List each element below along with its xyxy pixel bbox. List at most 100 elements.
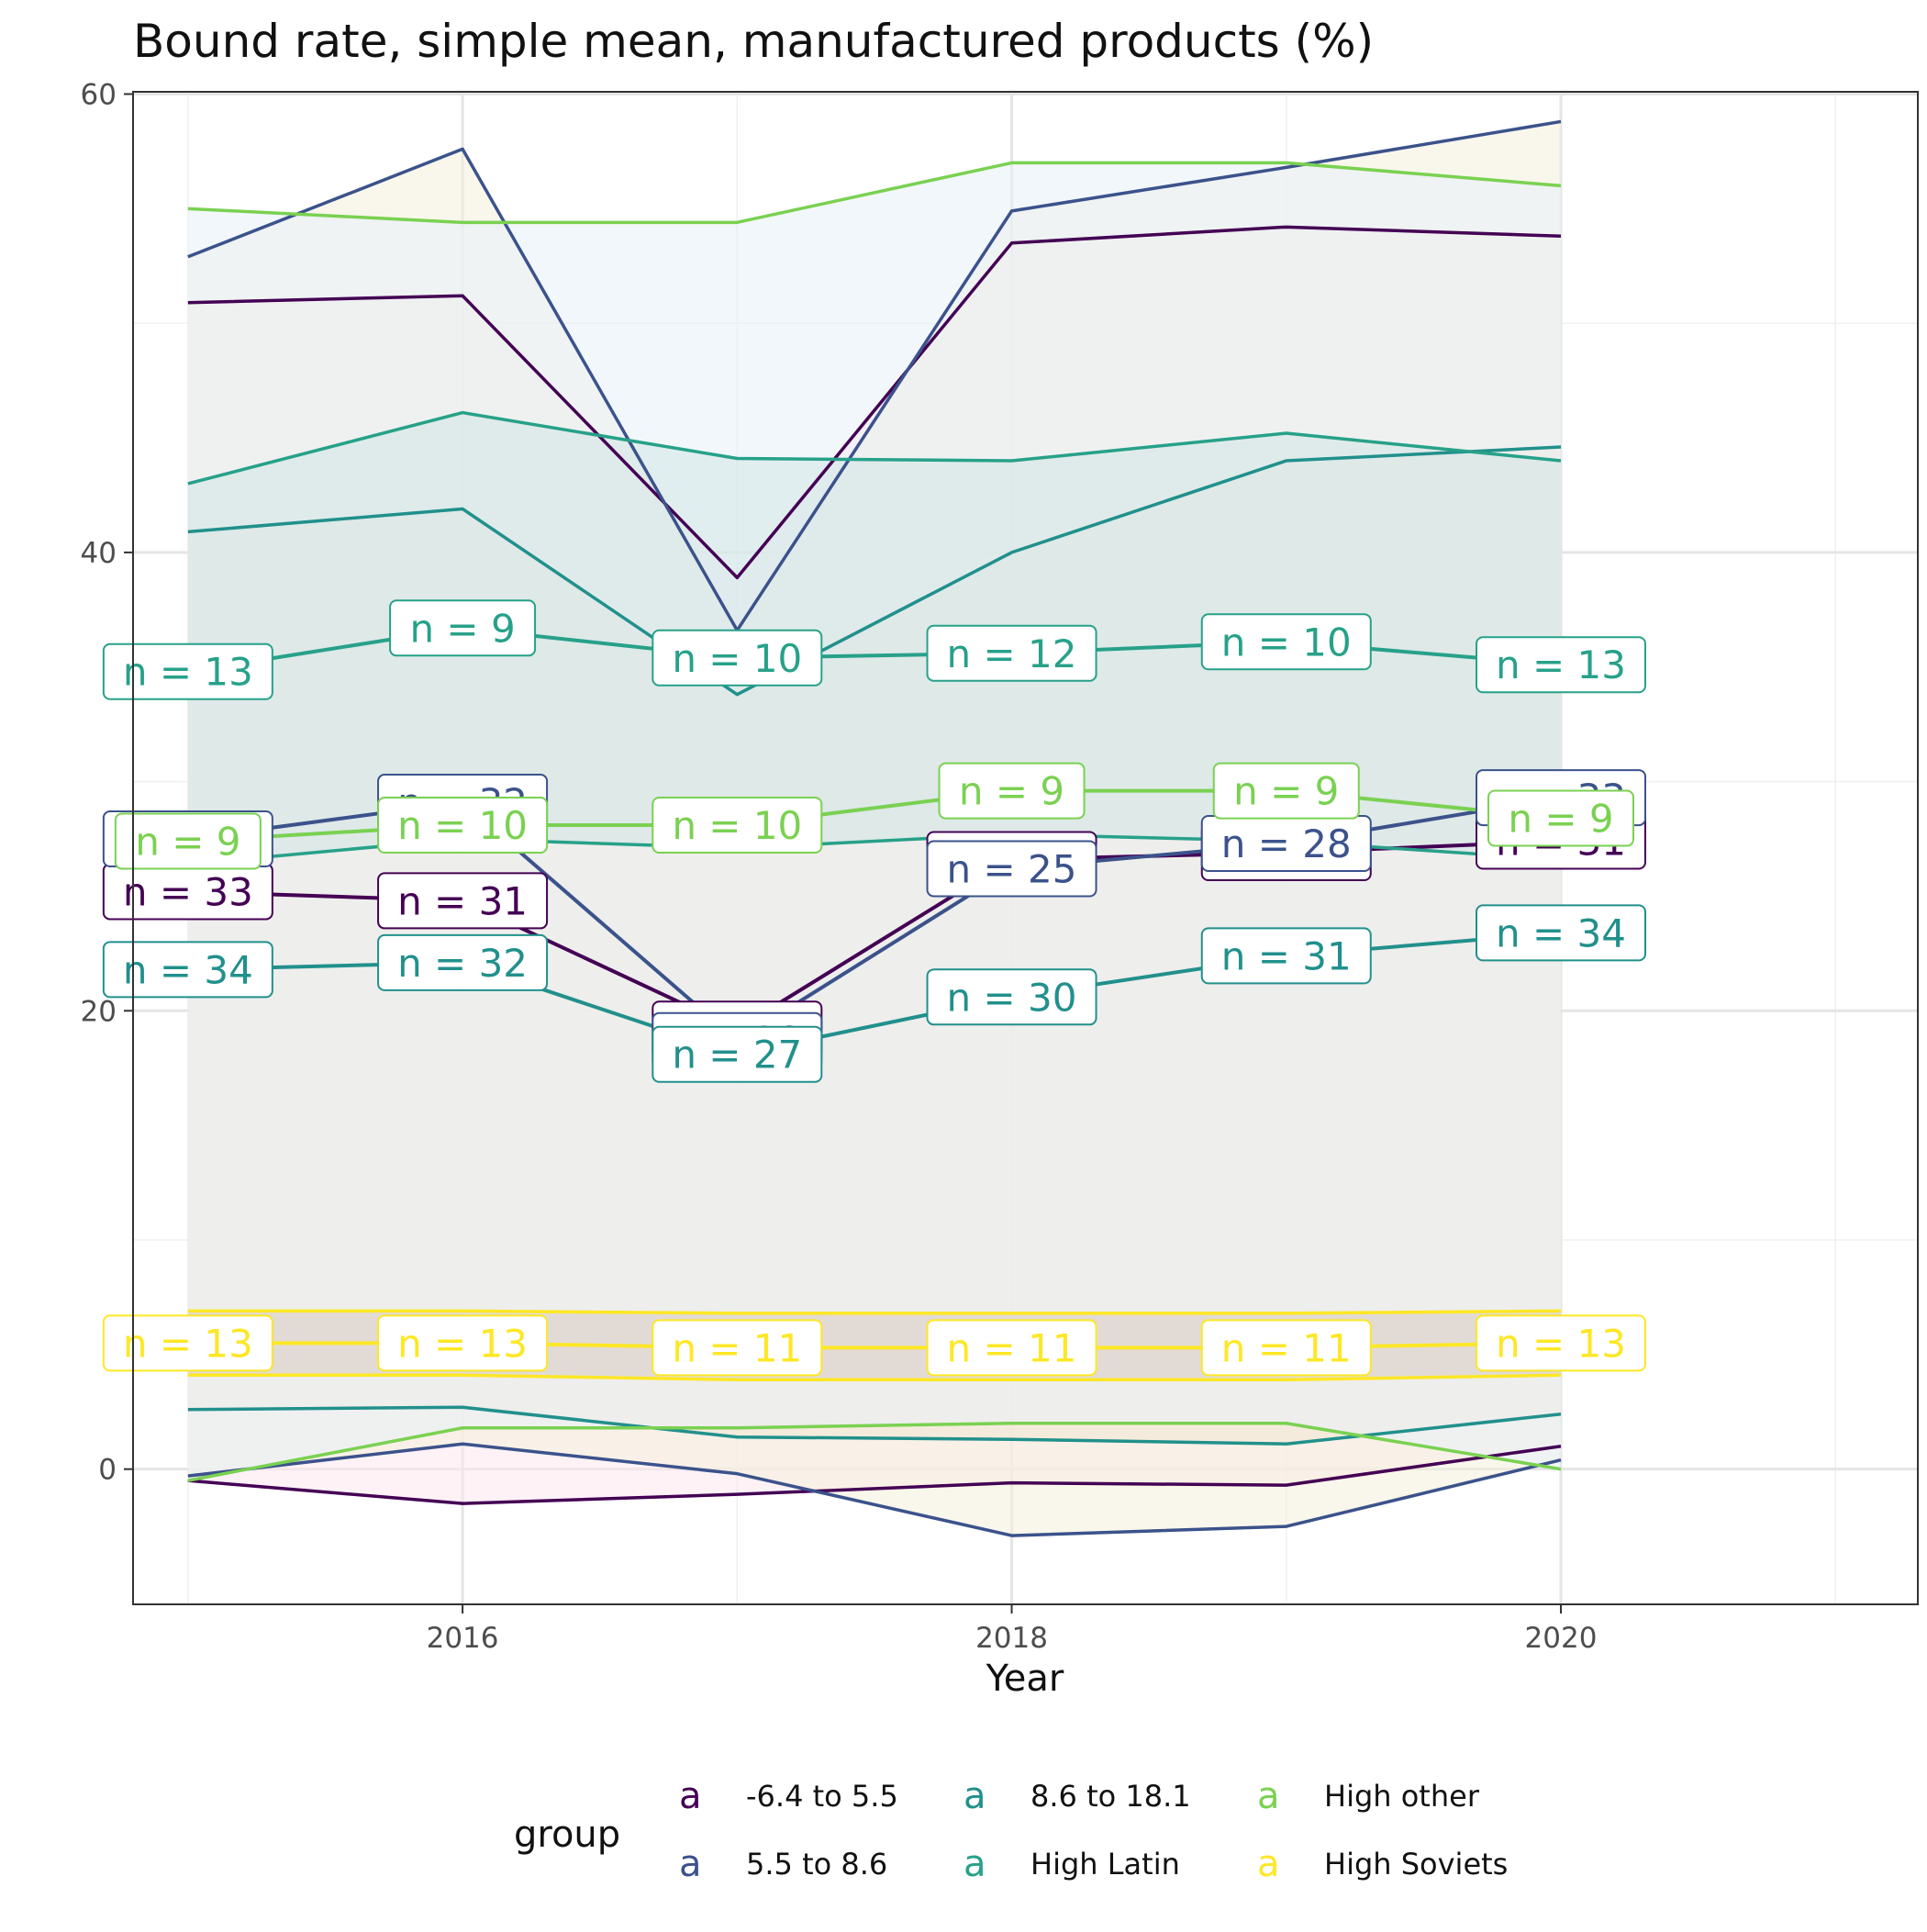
count-label-text: n = 9 [409, 606, 515, 651]
count-label-text: n = 32 [397, 941, 528, 986]
count-label-text: n = 11 [947, 1325, 1077, 1370]
count-label-5-3: n = 11 [926, 1319, 1097, 1377]
series-4-upper-line [187, 161, 1562, 225]
count-label-box [938, 762, 1086, 820]
count-label-5-1: n = 13 [377, 1314, 549, 1372]
count-label-text: n = 13 [1496, 1321, 1626, 1366]
count-label-box [926, 1319, 1097, 1377]
count-label-3-0: n = 13 [102, 642, 273, 700]
count-label-box [114, 812, 262, 870]
x-axis-title: Year [986, 1658, 1064, 1700]
count-label-text: n = 33 [123, 869, 253, 914]
legend-key-glyph: a [1257, 1775, 1280, 1817]
count-label-text: n = 12 [947, 631, 1077, 676]
count-label-5-0: n = 13 [102, 1314, 273, 1372]
count-label-box [1200, 1319, 1372, 1377]
y-tick-label: 0 [98, 1454, 117, 1487]
series-3-upper-line [187, 410, 1562, 486]
legend-key-glyph: a [679, 1843, 702, 1885]
count-label-text: n = 11 [672, 1325, 802, 1370]
count-label-box [102, 941, 273, 999]
count-labels: n = 33n = 31n = 30n = 26n = 27n = 31n = … [102, 599, 1646, 1377]
series-2-upper-line [187, 445, 1562, 697]
count-label-2-4: n = 31 [1200, 927, 1372, 985]
confidence-ribbons [187, 121, 1561, 1536]
x-tick-label: 2016 [427, 1622, 499, 1655]
legend-item-0: a -6.4 to 5.5 [679, 1775, 898, 1817]
count-label-1-4: n = 28 [1200, 815, 1372, 873]
count-label-box [652, 629, 823, 687]
count-label-text: n = 34 [123, 947, 253, 992]
chart-title: Bound rate, simple mean, manufactured pr… [133, 15, 1374, 68]
count-label-text: n = 10 [1221, 620, 1352, 664]
count-label-text: n = 31 [397, 878, 528, 923]
series-5-upper-line [187, 1309, 1562, 1315]
count-label-2-5: n = 34 [1476, 904, 1646, 962]
legend-item-label: 8.6 to 18.1 [1030, 1779, 1191, 1814]
count-label-3-4: n = 10 [1200, 613, 1372, 671]
legend-key-glyph: a [964, 1843, 986, 1885]
count-label-0-1: n = 31 [377, 872, 549, 930]
y-tick-label: 40 [81, 537, 117, 570]
count-label-box [377, 872, 549, 930]
count-label-2-1: n = 32 [377, 933, 549, 991]
count-label-4-4: n = 9 [1212, 762, 1360, 820]
count-label-5-4: n = 11 [1200, 1319, 1372, 1377]
series-0-upper-line [187, 225, 1562, 580]
count-label-box [377, 797, 549, 854]
count-label-text: n = 13 [1496, 642, 1626, 687]
count-label-text: n = 9 [1508, 797, 1613, 842]
count-label-text: n = 10 [672, 803, 802, 848]
count-label-box [389, 599, 537, 657]
axes: 2016 2018 2020 0 20 40 60 [81, 78, 1598, 1655]
series-1-lower-line [187, 1442, 1562, 1537]
count-label-2-3: n = 30 [926, 968, 1097, 1026]
legend-key-glyph: a [964, 1775, 986, 1817]
count-label-box [1212, 762, 1360, 820]
count-label-4-2: n = 10 [652, 797, 823, 854]
count-label-3-1: n = 9 [389, 599, 537, 657]
count-label-box [102, 642, 273, 700]
count-label-text: n = 11 [1221, 1325, 1352, 1370]
legend-key-glyph: a [1257, 1843, 1280, 1885]
count-label-box [652, 797, 823, 854]
count-label-text: n = 27 [672, 1033, 802, 1078]
count-label-5-5: n = 13 [1476, 1314, 1646, 1372]
legend: group a -6.4 to 5.5 a 5.5 to 8.6 a 8.6 to 18.… [514, 1775, 1508, 1885]
count-label-box [1200, 927, 1372, 985]
x-tick-label: 2020 [1525, 1622, 1598, 1655]
count-label-box [1200, 613, 1372, 671]
count-label-box [1487, 789, 1634, 847]
count-label-text: n = 28 [1221, 821, 1352, 866]
legend-title: group [514, 1814, 620, 1856]
count-label-4-5: n = 9 [1487, 789, 1634, 847]
legend-key-glyph: a [679, 1775, 702, 1817]
y-tick-label: 60 [81, 78, 117, 111]
legend-item-label: -6.4 to 5.5 [746, 1779, 898, 1814]
count-label-3-5: n = 13 [1476, 636, 1646, 694]
count-label-text: n = 9 [135, 820, 240, 865]
count-label-text: n = 10 [397, 803, 528, 848]
count-label-box [1476, 1314, 1646, 1372]
count-label-box [377, 933, 549, 991]
count-label-box [1476, 636, 1646, 694]
count-label-text: n = 30 [947, 975, 1077, 1020]
legend-item-2: a 8.6 to 18.1 [964, 1775, 1191, 1817]
count-label-box [652, 1025, 823, 1083]
count-label-text: n = 10 [672, 636, 802, 681]
series-5-lower-line [187, 1373, 1562, 1382]
count-label-4-0: n = 9 [114, 812, 262, 870]
count-label-text: n = 34 [1496, 910, 1626, 955]
count-label-text: n = 13 [123, 650, 253, 695]
count-label-text: n = 25 [947, 846, 1077, 891]
legend-item-1: a 5.5 to 8.6 [679, 1843, 887, 1885]
count-label-4-3: n = 9 [938, 762, 1086, 820]
legend-item-5: a High Soviets [1257, 1843, 1508, 1885]
legend-item-label: 5.5 to 8.6 [746, 1847, 887, 1882]
count-label-box [652, 1319, 823, 1377]
x-tick-label: 2018 [975, 1622, 1048, 1655]
count-label-5-2: n = 11 [652, 1319, 823, 1377]
count-label-4-1: n = 10 [377, 797, 549, 854]
